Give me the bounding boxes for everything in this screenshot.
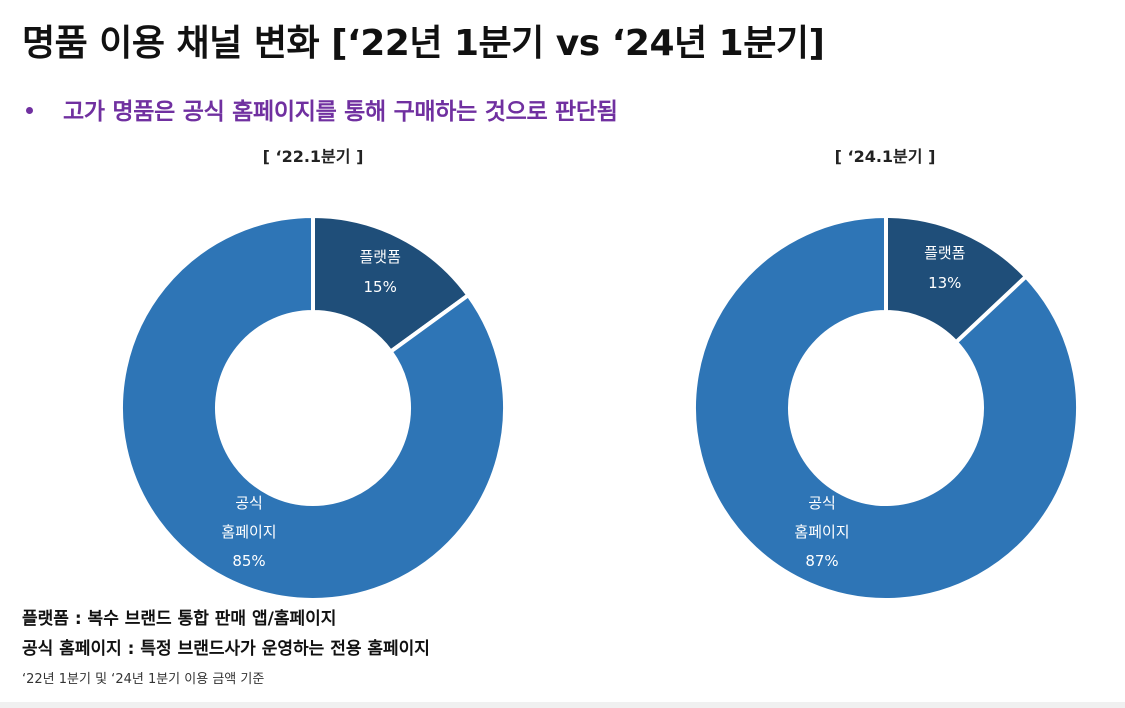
value-label-2024-platform: 13% — [928, 274, 961, 292]
value-label-2022-platform: 15% — [364, 278, 397, 296]
subtitle-row: 고가 명품은 공식 홈페이지를 통해 구매하는 것으로 판단됨 — [26, 92, 618, 126]
note-platform: 플랫폼 : 복수 브랜드 통합 판매 앱/홈페이지 — [22, 609, 337, 629]
chart-title-2022: [ ‘22.1분기 ] — [262, 147, 364, 166]
value-label-2024-official: 87% — [805, 552, 838, 570]
page-title: 명품 이용 채널 변화 [‘22년 1분기 vs ‘24년 1분기] — [22, 23, 825, 64]
slice-label-2024-official: 공식 — [808, 494, 836, 512]
slice-label-2024-platform: 플랫폼 — [924, 244, 965, 262]
bullet-icon — [26, 106, 33, 114]
chart-title-2024: [ ‘24.1분기 ] — [834, 147, 936, 166]
subtitle: 고가 명품은 공식 홈페이지를 통해 구매하는 것으로 판단됨 — [63, 99, 618, 125]
slice-label-2024-official: 홈페이지 — [794, 523, 849, 541]
value-label-2022-official: 85% — [232, 552, 265, 570]
slice-2022-official — [119, 213, 507, 602]
slice-label-2022-official: 공식 — [235, 494, 263, 512]
note-official: 공식 홈페이지 : 특정 브랜드사가 운영하는 전용 홈페이지 — [22, 639, 430, 659]
slice-label-2022-platform: 플랫폼 — [359, 248, 400, 266]
footnote: ‘22년 1분기 및 ‘24년 1분기 이용 금액 기준 — [22, 672, 265, 687]
slice-2024-official — [692, 213, 1080, 602]
legend-notes: 플랫폼 : 복수 브랜드 통합 판매 앱/홈페이지 공식 홈페이지 : 특정 브… — [22, 604, 430, 687]
bottom-bar — [0, 702, 1125, 708]
slice-label-2022-official: 홈페이지 — [221, 523, 276, 541]
